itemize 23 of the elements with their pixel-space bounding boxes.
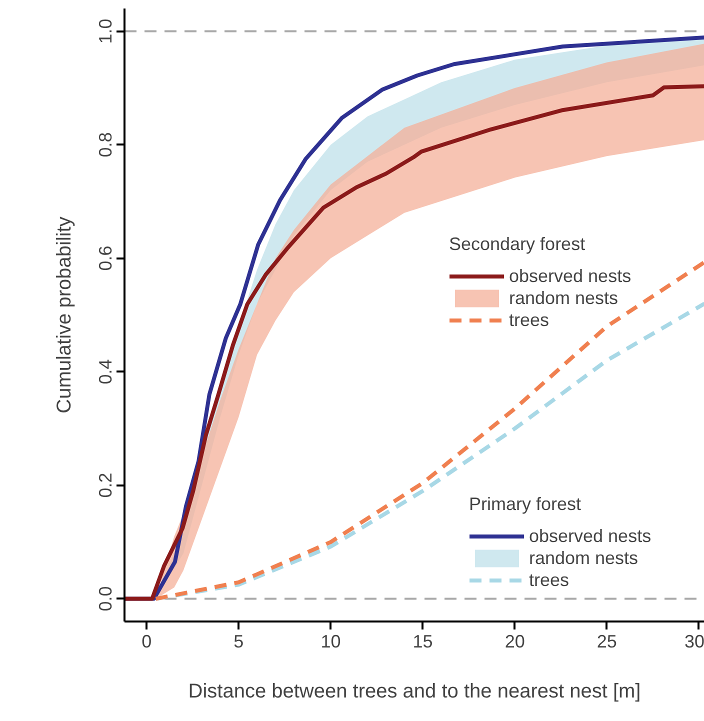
x-tick-label: 15 (412, 632, 433, 652)
y-tick-label: 0.0 (96, 586, 116, 612)
y-axis-title: Cumulative probability (54, 216, 76, 414)
y-tick-label: 0.4 (96, 359, 116, 384)
y-tick-label: 0.2 (96, 472, 116, 498)
x-tick-label: 20 (504, 632, 525, 652)
x-tick-label: 5 (234, 632, 244, 652)
y-tick-label: 0.6 (96, 246, 116, 271)
x-tick-label: 30 (684, 632, 704, 652)
x-tick-label: 0 (142, 632, 152, 652)
legend-label: trees (529, 569, 570, 591)
legend-label: random nests (529, 547, 638, 569)
legend-label: observed nests (529, 525, 652, 547)
x-axis-title: Distance between trees and to the nearest nest [m] (188, 680, 641, 702)
legend-label: random nests (509, 287, 618, 309)
y-tick-label: 0.8 (96, 132, 116, 158)
annotation: Secondary forest (449, 234, 586, 255)
legend-label: trees (509, 309, 550, 331)
y-tick-label: 1.0 (96, 18, 116, 44)
x-tick-label: 25 (596, 632, 617, 652)
annotation: Primary forest (469, 494, 582, 515)
legend-label: observed nests (509, 265, 632, 287)
x-tick-label: 10 (320, 632, 341, 652)
